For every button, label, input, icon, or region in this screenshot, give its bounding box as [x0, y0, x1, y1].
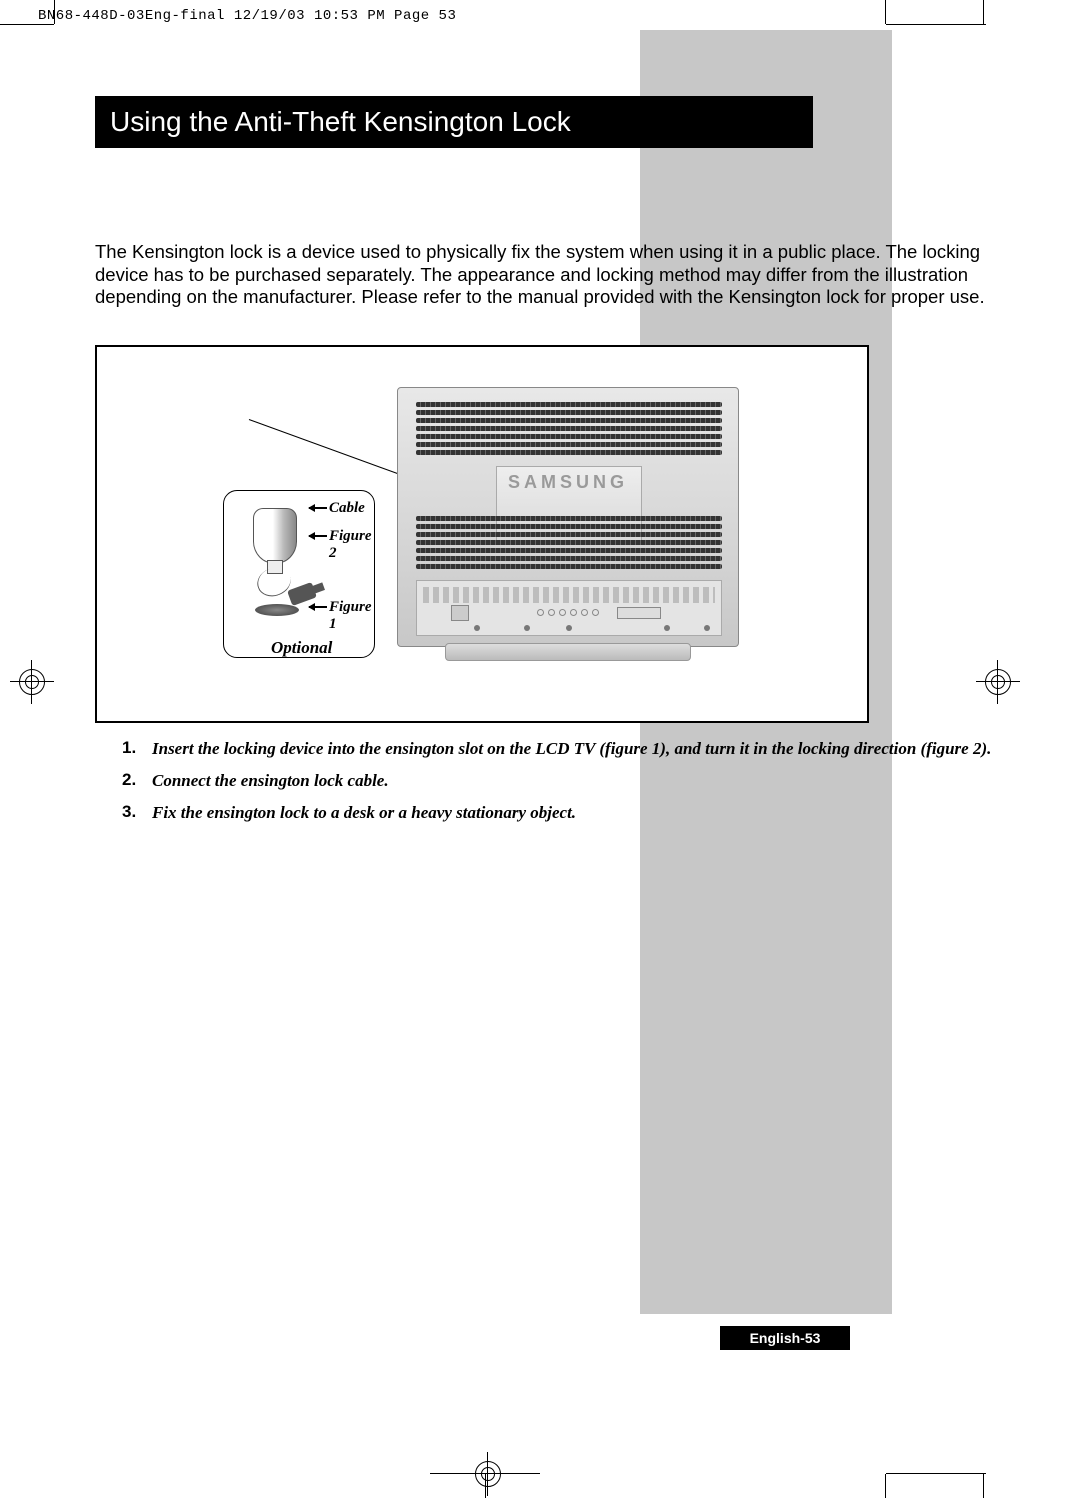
section-title-box: Using the Anti-Theft Kensington Lock: [95, 96, 813, 148]
arrow-left-icon: [309, 507, 327, 509]
figure2-label: Figure 2: [329, 528, 375, 562]
intro-paragraph: The Kensington lock is a device used to …: [95, 241, 1013, 309]
step-number: 2.: [122, 770, 142, 792]
crop-mark: [983, 1474, 984, 1498]
page-footer: English-53: [720, 1326, 850, 1350]
brand-text: SAMSUNG: [398, 472, 738, 493]
registration-mark-icon: [466, 1452, 510, 1496]
list-item: 3. Fix the ensington lock to a desk or a…: [122, 802, 1012, 824]
step-text: Insert the locking device into the ensin…: [152, 738, 991, 760]
step-number: 1.: [122, 738, 142, 760]
crop-mark: [0, 24, 54, 25]
lock-base-icon: [255, 604, 299, 616]
pointer-line: [249, 419, 405, 477]
crop-mark: [886, 1473, 986, 1474]
instruction-list: 1. Insert the locking device into the en…: [122, 738, 1012, 834]
tv-illustration: SAMSUNG: [397, 387, 739, 665]
crop-mark: [983, 0, 984, 24]
section-title: Using the Anti-Theft Kensington Lock: [110, 106, 571, 138]
io-panel-icon: [416, 580, 722, 636]
step-text: Fix the ensington lock to a desk or a he…: [152, 802, 576, 824]
arrow-left-icon: [309, 606, 327, 608]
list-item: 2. Connect the ensington lock cable.: [122, 770, 1012, 792]
list-item: 1. Insert the locking device into the en…: [122, 738, 1012, 760]
lock-illustration: Cable Figure 2 Figure 1 Optional: [223, 490, 375, 670]
figure-box: Cable Figure 2 Figure 1 Optional SAMSUNG: [95, 345, 869, 723]
optional-label: Optional: [271, 638, 332, 658]
registration-mark-icon: [10, 660, 54, 704]
step-number: 3.: [122, 802, 142, 824]
crop-mark: [886, 24, 986, 25]
crop-mark: [885, 1474, 886, 1498]
step-text: Connect the ensington lock cable.: [152, 770, 389, 792]
cable-label: Cable: [329, 500, 365, 517]
header-slug: BN68-448D-03Eng-final 12/19/03 10:53 PM …: [38, 8, 456, 24]
registration-mark-icon: [976, 660, 1020, 704]
crop-mark: [885, 0, 886, 24]
lock-body-icon: [253, 508, 297, 564]
figure1-label: Figure 1: [329, 599, 375, 633]
arrow-left-icon: [309, 535, 327, 537]
